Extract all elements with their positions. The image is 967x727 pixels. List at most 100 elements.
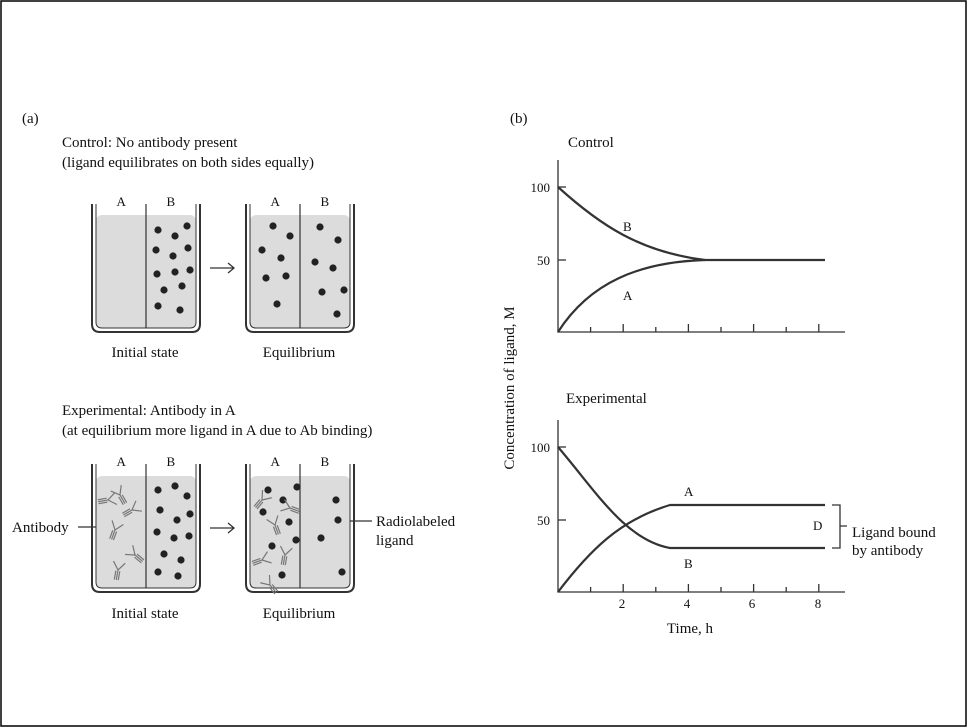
panel-label: (b) bbox=[510, 111, 528, 127]
chart-title: Control bbox=[568, 135, 614, 151]
ligand bbox=[317, 534, 325, 542]
y-axis-label: Concentration of ligand, M bbox=[502, 306, 518, 469]
difference-label: D bbox=[813, 518, 822, 533]
antibody bbox=[110, 485, 128, 505]
side-label: A bbox=[270, 194, 280, 209]
curve-label: A bbox=[623, 288, 633, 303]
antibody bbox=[260, 574, 279, 595]
curve-label: B bbox=[684, 556, 693, 571]
ligand bbox=[316, 223, 324, 231]
chart-title: Experimental bbox=[566, 391, 647, 407]
ligand bbox=[273, 300, 281, 308]
y-tick-label: 100 bbox=[531, 180, 551, 195]
side-label: B bbox=[321, 194, 330, 209]
ligand bbox=[333, 310, 341, 318]
side-label: A bbox=[270, 454, 280, 469]
ligand bbox=[183, 492, 191, 500]
bracket-label: Ligand bound bbox=[852, 525, 936, 541]
ligand bbox=[171, 232, 179, 240]
antibody bbox=[266, 515, 281, 536]
subheading: (at equilibrium more ligand in A due to … bbox=[62, 423, 372, 439]
ligand bbox=[171, 482, 179, 490]
side-label: A bbox=[116, 194, 126, 209]
subheading: (ligand equilibrates on both sides equal… bbox=[62, 155, 314, 171]
beaker bbox=[245, 464, 355, 593]
antibody bbox=[124, 545, 145, 564]
arrow bbox=[210, 522, 236, 534]
caption: Initial state bbox=[111, 345, 178, 361]
ligand bbox=[186, 266, 194, 274]
ligand bbox=[154, 226, 162, 234]
ligand bbox=[156, 506, 164, 514]
antibody bbox=[109, 520, 124, 541]
antibody bbox=[112, 560, 126, 581]
antibody-label: Antibody bbox=[12, 520, 69, 536]
y-tick-label: 50 bbox=[537, 513, 550, 528]
ligand bbox=[268, 542, 276, 550]
ligand bbox=[293, 483, 301, 491]
ligand bbox=[338, 568, 346, 576]
ligand bbox=[153, 528, 161, 536]
ligand bbox=[186, 510, 194, 518]
side-label: B bbox=[167, 194, 176, 209]
ligand bbox=[171, 268, 179, 276]
side-label: B bbox=[167, 454, 176, 469]
arrow bbox=[210, 262, 236, 274]
ligand bbox=[318, 288, 326, 296]
antibody bbox=[251, 551, 272, 566]
ligand bbox=[160, 286, 168, 294]
caption: Initial state bbox=[111, 606, 178, 622]
ligand bbox=[169, 252, 177, 260]
ligand bbox=[264, 486, 272, 494]
ligand bbox=[269, 222, 277, 230]
ligand bbox=[334, 516, 342, 524]
antibody bbox=[97, 492, 118, 506]
ligand bbox=[154, 568, 162, 576]
antibody bbox=[122, 500, 142, 518]
beaker bbox=[91, 204, 201, 333]
ligand bbox=[185, 532, 193, 540]
curve-a bbox=[557, 503, 825, 593]
ligand bbox=[258, 246, 266, 254]
bracket bbox=[832, 504, 847, 549]
side-label: B bbox=[321, 454, 330, 469]
ligand bbox=[292, 536, 300, 544]
caption: Equilibrium bbox=[263, 345, 336, 361]
heading: Control: No antibody present bbox=[62, 135, 238, 151]
side-label: A bbox=[116, 454, 126, 469]
ligand bbox=[154, 302, 162, 310]
ligand bbox=[153, 270, 161, 278]
ligand-label: ligand bbox=[376, 533, 414, 549]
curve-label: B bbox=[623, 219, 632, 234]
panel-label: (a) bbox=[22, 111, 39, 127]
ligand bbox=[176, 306, 184, 314]
ligand bbox=[183, 222, 191, 230]
ligand bbox=[170, 534, 178, 542]
x-tick-label: 2 bbox=[619, 596, 626, 611]
caption: Equilibrium bbox=[263, 606, 336, 622]
antibody bbox=[253, 489, 272, 510]
ligand bbox=[278, 571, 286, 579]
y-tick-label: 50 bbox=[537, 253, 550, 268]
curve-b bbox=[557, 446, 825, 550]
ligand bbox=[152, 246, 160, 254]
ligand bbox=[285, 518, 293, 526]
x-tick-label: 8 bbox=[815, 596, 822, 611]
heading: Experimental: Antibody in A bbox=[62, 403, 236, 419]
x-tick-label: 6 bbox=[749, 596, 756, 611]
y-tick-label: 100 bbox=[531, 440, 551, 455]
ligand bbox=[277, 254, 285, 262]
curve-label: A bbox=[684, 484, 694, 499]
ligand bbox=[282, 272, 290, 280]
ligand bbox=[184, 244, 192, 252]
ligand bbox=[259, 508, 267, 516]
curve-a bbox=[557, 258, 706, 333]
beaker bbox=[245, 204, 355, 333]
ligand bbox=[329, 264, 337, 272]
beaker bbox=[91, 464, 201, 593]
x-tick-label: 4 bbox=[684, 596, 691, 611]
ligand-label: Radiolabeled bbox=[376, 514, 456, 530]
ligand bbox=[178, 282, 186, 290]
